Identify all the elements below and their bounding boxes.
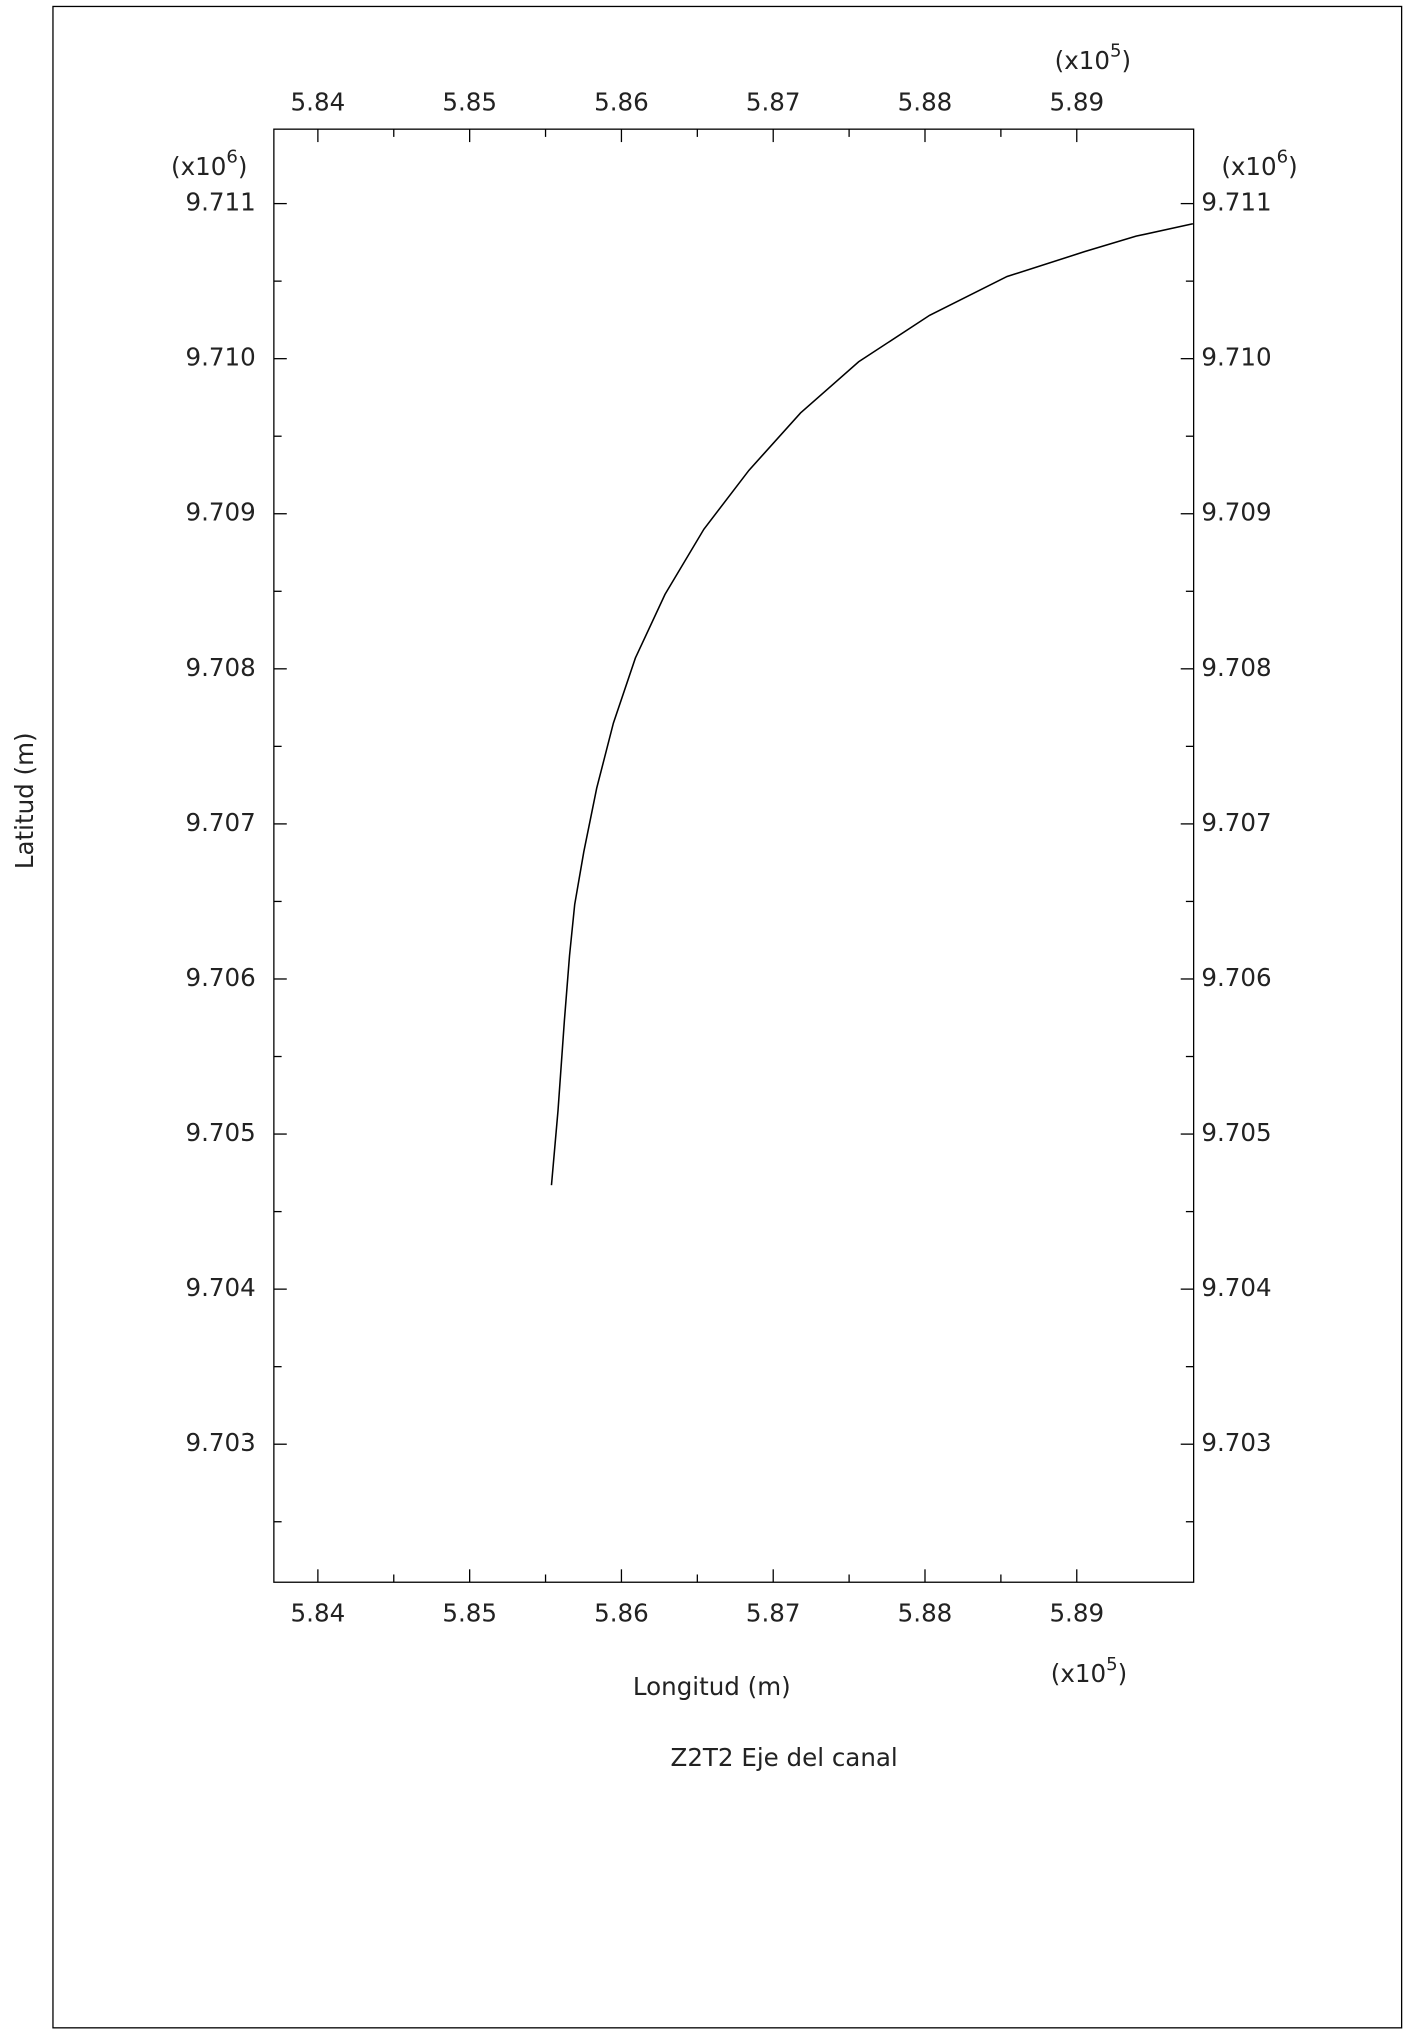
x-tick-label: 5.86 — [594, 1599, 649, 1628]
multiplier-base: (x10 — [171, 152, 226, 181]
y-tick-label: 9.706 — [186, 963, 256, 992]
x-tick-label-top: 5.89 — [1049, 87, 1104, 116]
x-tick-label: 5.87 — [746, 1599, 801, 1628]
x-tick-label-top: 5.88 — [898, 87, 953, 116]
multiplier-close: ) — [238, 152, 248, 181]
page-border — [52, 5, 1403, 2029]
y-tick-label: 9.709 — [186, 498, 256, 527]
y-multiplier-left: (x106) — [171, 147, 247, 181]
multiplier-exp: 5 — [1106, 1654, 1118, 1675]
y-tick-label: 9.705 — [186, 1118, 256, 1147]
y-tick-label-right: 9.703 — [1201, 1428, 1271, 1457]
y-tick-label-right: 9.706 — [1201, 963, 1271, 992]
y-tick-label-right: 9.708 — [1201, 653, 1271, 682]
y-tick-label: 9.704 — [186, 1273, 256, 1302]
data-line — [550, 223, 1194, 1186]
y-tick-label: 9.708 — [186, 653, 256, 682]
x-tick-label-top: 5.87 — [746, 87, 801, 116]
y-tick-label-right: 9.707 — [1201, 808, 1271, 837]
chart-title: Z2T2 Eje del canal — [671, 1743, 898, 1772]
x-multiplier-bottom: (x105) — [1051, 1654, 1127, 1688]
plot-frame — [273, 128, 1195, 1583]
x-tick-label-top: 5.84 — [291, 87, 346, 116]
y-tick-label-right: 9.709 — [1201, 498, 1271, 527]
y-axis-label: Latitud (m) — [10, 732, 39, 869]
y-tick-label: 9.703 — [186, 1428, 256, 1457]
y-tick-label-right: 9.705 — [1201, 1118, 1271, 1147]
multiplier-base: (x10 — [1221, 152, 1276, 181]
y-multiplier-right: (x106) — [1221, 147, 1297, 181]
y-tick-label-right: 9.704 — [1201, 1273, 1271, 1302]
multiplier-base: (x10 — [1055, 46, 1110, 75]
y-tick-label: 9.711 — [186, 188, 256, 217]
y-tick-label-right: 9.710 — [1201, 343, 1271, 372]
x-tick-label-top: 5.86 — [594, 87, 649, 116]
multiplier-close: ) — [1288, 152, 1298, 181]
x-tick-label: 5.85 — [442, 1599, 497, 1628]
x-tick-label: 5.89 — [1049, 1599, 1104, 1628]
multiplier-close: ) — [1118, 1659, 1128, 1688]
y-tick-label: 9.710 — [186, 343, 256, 372]
x-tick-label: 5.84 — [291, 1599, 346, 1628]
multiplier-exp: 6 — [226, 147, 238, 168]
multiplier-close: ) — [1122, 46, 1132, 75]
x-axis-label: Longitud (m) — [633, 1672, 791, 1701]
y-tick-label: 9.707 — [186, 808, 256, 837]
x-tick-label: 5.88 — [898, 1599, 953, 1628]
multiplier-base: (x10 — [1051, 1659, 1106, 1688]
multiplier-exp: 5 — [1110, 41, 1122, 62]
y-tick-label-right: 9.711 — [1201, 188, 1271, 217]
x-tick-label-top: 5.85 — [442, 87, 497, 116]
multiplier-exp: 6 — [1277, 147, 1289, 168]
x-multiplier-top: (x105) — [1055, 41, 1131, 75]
